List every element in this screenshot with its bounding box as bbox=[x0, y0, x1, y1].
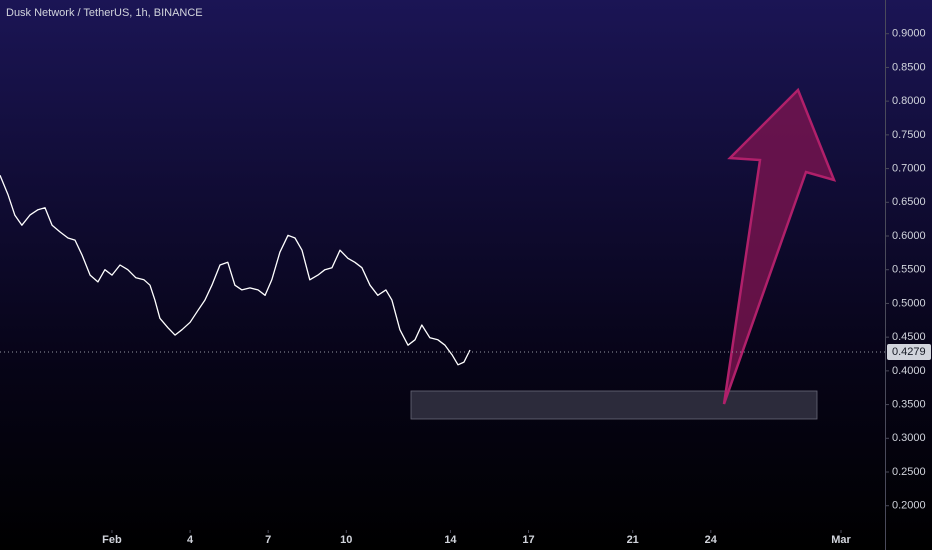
price-line bbox=[0, 175, 471, 366]
x-tick-label: 7 bbox=[265, 534, 271, 546]
y-tick-label: 0.7500 bbox=[892, 129, 926, 141]
y-tick-label: 0.9000 bbox=[892, 28, 926, 40]
chart-title: Dusk Network / TetherUS, 1h, BINANCE bbox=[6, 7, 203, 19]
support-zone bbox=[410, 390, 818, 420]
x-tick-label: 14 bbox=[444, 534, 457, 546]
y-tick-label: 0.4500 bbox=[892, 331, 926, 343]
x-tick-label: Mar bbox=[831, 534, 851, 546]
y-tick-label: 0.6000 bbox=[892, 230, 926, 242]
y-tick-label: 0.5500 bbox=[892, 264, 926, 276]
x-tick-label: 17 bbox=[522, 534, 534, 546]
y-tick-label: 0.8500 bbox=[892, 61, 926, 73]
x-tick-label: Feb bbox=[102, 534, 122, 546]
y-tick-label: 0.5000 bbox=[892, 297, 926, 309]
x-tick-label: 10 bbox=[340, 534, 352, 546]
last-price-label: 0.4279 bbox=[892, 346, 926, 358]
y-tick-label: 0.2500 bbox=[892, 466, 926, 478]
x-tick-label: 21 bbox=[627, 534, 639, 546]
y-tick-label: 0.7000 bbox=[892, 162, 926, 174]
y-tick-label: 0.3500 bbox=[892, 398, 926, 410]
up-arrow bbox=[722, 87, 837, 405]
y-tick-label: 0.4000 bbox=[892, 365, 926, 377]
x-tick-label: 4 bbox=[187, 534, 194, 546]
last-price-box bbox=[887, 344, 931, 361]
y-tick-label: 0.2000 bbox=[892, 500, 926, 512]
y-tick-label: 0.8000 bbox=[892, 95, 926, 107]
y-tick-label: 0.3000 bbox=[892, 432, 926, 444]
y-tick-label: 0.6500 bbox=[892, 196, 926, 208]
x-tick-label: 24 bbox=[705, 534, 718, 546]
